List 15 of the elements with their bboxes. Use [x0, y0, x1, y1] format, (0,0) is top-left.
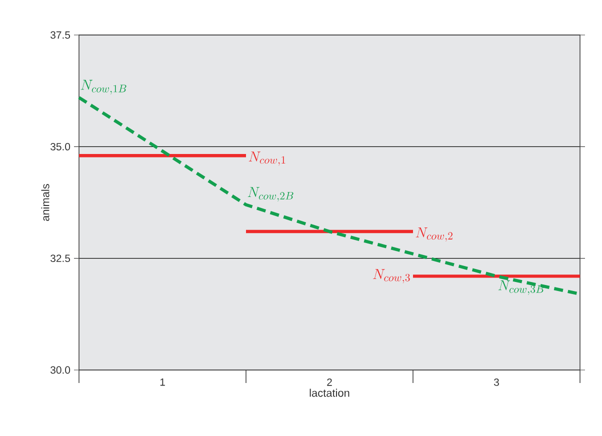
- y-tick-label: 37.5: [50, 31, 70, 39]
- x-tick-label: 2: [327, 378, 332, 386]
- series-label: $N_{cow, 3}$: [373, 269, 410, 284]
- annotation: $N_{cow, 1B}$: [80, 80, 126, 94]
- x-tick-label: 1: [160, 378, 165, 386]
- annotation: $N_{cow, 3B}$: [498, 280, 544, 295]
- annotation: $N_{cow, 2B}$: [248, 187, 294, 202]
- y-tick-label: 35.0: [50, 142, 70, 150]
- x-axis-title: lactation: [310, 388, 350, 397]
- x-tick-label: 3: [494, 378, 499, 386]
- y-axis-title: animals: [41, 184, 50, 221]
- series-label: $N_{cow, 1}$: [248, 152, 286, 166]
- series-label: $N_{cow, 2}$: [416, 228, 452, 242]
- y-tick-label: 30.0: [50, 366, 70, 374]
- y-tick-label: 32.5: [50, 254, 70, 262]
